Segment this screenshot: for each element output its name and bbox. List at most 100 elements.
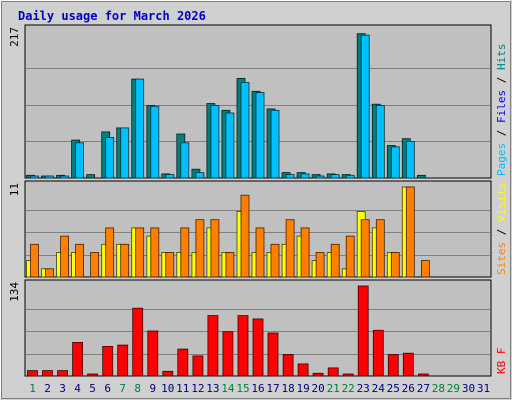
bar-sites-day-19: [300, 227, 310, 278]
bar-pages-day-27: [416, 174, 426, 179]
x-tick-label: 4: [74, 382, 81, 395]
x-tick-label: 28: [432, 382, 445, 395]
bar-kbytes-day-3: [57, 370, 68, 377]
bar-sites-day-6: [105, 227, 115, 278]
bar-sites-day-26: [405, 186, 415, 278]
bar-sites-day-15: [240, 194, 250, 278]
x-tick-label: 24: [372, 382, 386, 395]
bar-files-day-2: [45, 175, 54, 179]
legend-entry: Pages: [495, 143, 508, 176]
x-tick-label: 10: [161, 382, 174, 395]
legend-entry: Files: [495, 90, 508, 123]
x-tick-label: 2: [44, 382, 51, 395]
x-axis-labels: 1 2 3 4 5 6 7 8 9 10 11 12 13 14 15 16 17 18 19 20 21 22 23 24 2…: [29, 382, 490, 395]
x-tick-label: 23: [357, 382, 370, 395]
bar-files-day-3: [60, 175, 69, 179]
bar-sites-day-14: [225, 252, 235, 278]
bar-sites-day-20: [315, 252, 325, 278]
bar-files-day-20: [315, 175, 325, 179]
bar-sites-day-9: [150, 227, 160, 278]
x-tick-label: 17: [266, 382, 279, 395]
x-tick-label: 26: [402, 382, 415, 395]
bar-files-day-16: [255, 92, 265, 179]
legend-entry: Visits: [495, 182, 508, 222]
bar-files-day-15: [240, 82, 250, 179]
legend-hits: Pages / Files / Hits: [495, 44, 508, 177]
y-max-label-hits: 217: [8, 27, 21, 47]
bar-kbytes-day-7: [117, 344, 129, 377]
bar-kbytes-day-25: [387, 354, 399, 377]
panel-hits: 217 Pages / Files / Hits: [8, 24, 508, 179]
bar-kbytes-day-6: [102, 345, 114, 377]
bar-files-day-19: [300, 173, 310, 179]
bar-kbytes-day-20: [312, 372, 324, 377]
bar-files-day-25: [390, 146, 400, 179]
bar-files-day-12: [195, 172, 205, 179]
x-tick-label: 6: [104, 382, 111, 395]
legend-entry: /: [495, 70, 508, 90]
legend-entry: /: [495, 222, 508, 242]
bar-kbytes-day-11: [177, 348, 189, 377]
bar-pages-day-5: [86, 174, 95, 179]
bar-kbytes-day-9: [147, 330, 159, 377]
legend-kbytes: KB F: [495, 348, 508, 375]
x-tick-label: 22: [342, 382, 355, 395]
panel-sites: 11 Sites / Visits: [8, 180, 508, 278]
bar-kbytes-day-1: [27, 370, 38, 377]
y-max-label-sites: 11: [8, 183, 21, 196]
x-tick-label: 11: [176, 382, 189, 395]
bar-kbytes-day-13: [207, 315, 219, 377]
x-tick-label: 9: [149, 382, 156, 395]
x-tick-label: 5: [89, 382, 96, 395]
bar-sites-day-3: [60, 235, 69, 278]
bar-kbytes-day-23: [357, 285, 369, 377]
bar-kbytes-day-24: [372, 329, 384, 377]
bar-sites-day-5: [90, 252, 99, 278]
bar-kbytes-day-8: [132, 307, 144, 377]
bar-sites-day-21: [330, 243, 340, 278]
bar-files-day-17: [270, 109, 280, 179]
legend-sites: Sites / Visits: [495, 182, 508, 275]
bar-sites-day-24: [375, 219, 385, 278]
bar-sites-day-10: [165, 252, 175, 278]
legend-entry: KB F: [495, 348, 508, 375]
bar-kbytes-day-12: [192, 355, 204, 377]
bar-files-day-23: [360, 34, 370, 179]
x-tick-label: 13: [206, 382, 219, 395]
bar-kbytes-day-2: [42, 370, 53, 377]
bar-files-day-1: [30, 175, 39, 179]
x-tick-label: 15: [236, 382, 249, 395]
x-tick-label: 25: [387, 382, 400, 395]
bar-kbytes-day-18: [282, 354, 294, 377]
bar-files-day-6: [105, 136, 115, 179]
bar-files-day-9: [150, 105, 160, 179]
bar-kbytes-day-21: [327, 367, 339, 377]
x-tick-label: 19: [296, 382, 309, 395]
x-tick-label: 1: [29, 382, 36, 395]
chart-title: Daily usage for March 2026: [18, 9, 206, 23]
bar-files-day-10: [165, 174, 175, 179]
bar-kbytes-day-14: [222, 331, 234, 377]
bar-sites-day-25: [390, 252, 400, 278]
bar-kbytes-day-16: [252, 318, 264, 377]
y-max-label-kbytes: 134: [8, 282, 21, 302]
bar-sites-day-16: [255, 227, 265, 278]
bar-files-day-13: [210, 105, 220, 179]
bar-kbytes-day-27: [417, 373, 429, 377]
bar-sites-day-11: [180, 227, 190, 278]
bar-sites-day-12: [195, 219, 205, 278]
x-tick-label: 30: [462, 382, 475, 395]
bar-sites-day-8: [135, 227, 145, 278]
bar-sites-day-7: [120, 243, 130, 278]
bar-sites-day-18: [285, 219, 295, 278]
bar-kbytes-day-17: [267, 332, 279, 377]
bar-kbytes-day-15: [237, 315, 249, 377]
bar-files-day-4: [75, 142, 84, 179]
panel-kbytes: 134 KB F: [8, 279, 508, 377]
bar-sites-day-17: [270, 243, 280, 278]
legend-entry: Sites: [495, 242, 508, 275]
bar-files-day-21: [330, 174, 340, 179]
bar-files-day-18: [285, 174, 295, 179]
